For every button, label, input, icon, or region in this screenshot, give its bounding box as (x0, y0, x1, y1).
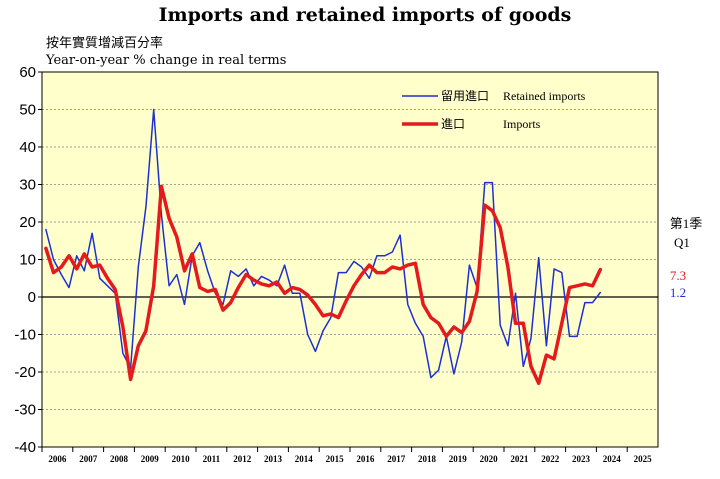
x-tick-label: 2015 (326, 454, 345, 464)
x-tick-label: 2023 (572, 454, 591, 464)
x-tick-label: 2018 (418, 454, 437, 464)
y-tick-label: -10 (14, 327, 36, 344)
x-tick-label: 2020 (480, 454, 499, 464)
x-tick-label: 2009 (141, 454, 160, 464)
retained-imports-line (45, 108, 602, 379)
x-tick-label: 2019 (449, 454, 468, 464)
x-tick-label: 2010 (172, 454, 191, 464)
x-tick-label: 2006 (48, 454, 67, 464)
legend: 留用進口 Retained imports 進口 Imports (402, 89, 586, 131)
x-tick-label: 2021 (510, 454, 529, 464)
series-lines (44, 108, 603, 386)
y-tick-label: 30 (19, 177, 36, 194)
side-label-quarter-chinese: 第1季 (670, 216, 703, 231)
y-tick-label: 40 (19, 139, 36, 156)
y-axis-label-english: Year-on-year % change in real terms (45, 53, 286, 68)
plot-border (41, 71, 659, 448)
x-tick-label: 2014 (295, 454, 314, 464)
x-tick-label: 2008 (110, 454, 129, 464)
x-tick-label: 2025 (634, 454, 653, 464)
y-tick-label: 20 (19, 214, 36, 231)
y-axis-label-chinese: 按年實質增減百分率 (46, 35, 163, 51)
x-tick-label: 2017 (387, 454, 406, 464)
legend-imports-label-chinese: 進口 (441, 117, 465, 131)
y-axis-ticks: -40 -30 -20 -10 0 10 20 30 40 50 60 (14, 64, 42, 456)
x-tick-label: 2013 (264, 454, 283, 464)
y-tick-label: 10 (19, 252, 36, 269)
side-label-quarter-english: Q1 (674, 235, 690, 250)
legend-imports-label-english: Imports (503, 117, 541, 131)
x-tick-label: 2012 (233, 454, 252, 464)
latest-retained-value: 1.2 (670, 285, 686, 300)
imports-line (44, 184, 603, 386)
x-tick-label: 2022 (541, 454, 560, 464)
x-axis-ticks: 2006 2007 2008 2009 2010 2011 2012 2013 2014 2015… (41, 447, 653, 464)
legend-retained-label-chinese: 留用進口 (441, 89, 489, 103)
y-tick-label: -20 (14, 364, 36, 381)
x-tick-label: 2007 (79, 454, 98, 464)
x-tick-label: 2016 (356, 454, 375, 464)
y-tick-label: 0 (28, 289, 36, 306)
legend-retained-label-english: Retained imports (503, 89, 586, 103)
chart-title: Imports and retained imports of goods (159, 4, 572, 26)
x-tick-label: 2011 (203, 454, 221, 464)
y-tick-label: 60 (19, 64, 36, 81)
y-tick-label: 50 (19, 102, 36, 119)
y-tick-label: -30 (14, 402, 36, 419)
y-tick-label: -40 (14, 439, 36, 456)
latest-imports-value: 7.3 (670, 268, 686, 283)
x-tick-label: 2024 (603, 454, 622, 464)
